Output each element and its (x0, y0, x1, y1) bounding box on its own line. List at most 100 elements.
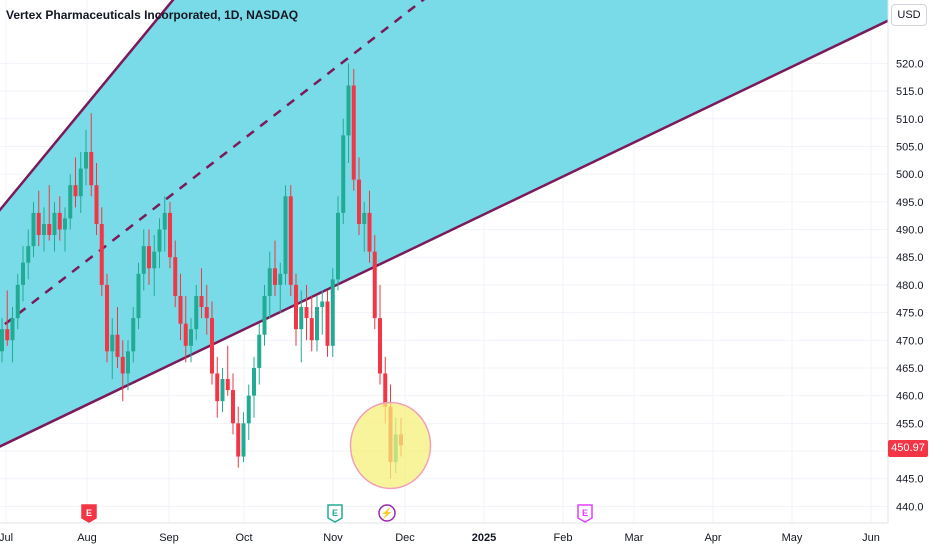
marker-shape (81, 504, 97, 523)
price-tick-label: 485.0 (896, 252, 924, 264)
candle-body (330, 279, 335, 346)
candle-body (210, 318, 214, 374)
candle-body (304, 307, 309, 319)
marker-shape (327, 504, 343, 523)
candle (367, 190, 372, 263)
candle-body (204, 307, 209, 319)
price-tick-label: 470.0 (896, 335, 924, 347)
candle (26, 229, 31, 280)
time-tick-label: Aug (77, 532, 97, 544)
candle-body (194, 295, 199, 330)
candle-body (94, 185, 99, 224)
candle-body (105, 284, 109, 352)
highlight-circle[interactable] (349, 401, 432, 490)
candle-body (10, 318, 15, 341)
candle (357, 157, 361, 236)
candle-body (367, 212, 372, 252)
candle-body (320, 301, 325, 308)
earnings-icon: E (327, 504, 343, 523)
candle (325, 290, 330, 357)
candle (189, 318, 193, 363)
time-tick-label: Jun (862, 532, 880, 544)
candle (31, 201, 36, 258)
candle (225, 345, 230, 396)
time-tick-label: Sep (159, 532, 179, 544)
candle-body (63, 218, 67, 230)
time-axis[interactable]: Jul Aug Sep Oct Nov Dec 2025 Feb Mar Apr May Jun (0, 522, 932, 550)
candle-body (325, 301, 330, 346)
candle-body (178, 295, 183, 324)
candle (168, 201, 172, 269)
candle (267, 251, 272, 319)
price-tick-label: 440.0 (896, 501, 924, 513)
time-tick-label: Apr (704, 532, 721, 544)
candle (183, 295, 188, 363)
candle (241, 412, 246, 463)
candle (5, 290, 10, 346)
candle (141, 229, 146, 291)
candle (199, 268, 204, 319)
candle-body (309, 318, 314, 341)
candle (362, 201, 367, 252)
candle (294, 273, 298, 346)
candle-body (52, 212, 57, 236)
time-axis-bg (0, 523, 932, 550)
candle-body (241, 423, 246, 457)
candle-body (372, 251, 377, 319)
candle-body (262, 295, 267, 335)
candle (194, 284, 199, 341)
candle (252, 356, 256, 418)
candle (246, 384, 251, 440)
last-price-label: 450.97 (888, 440, 928, 457)
parallel-channel[interactable] (0, 0, 895, 451)
candle (173, 240, 178, 308)
candle (351, 68, 356, 191)
price-tick-label: 465.0 (896, 363, 924, 375)
price-tick-label: 510.0 (896, 114, 924, 126)
candle (10, 307, 15, 363)
price-tick-label: 495.0 (896, 197, 924, 209)
candle-body (288, 196, 293, 285)
candle (63, 207, 67, 252)
candle (120, 340, 125, 402)
candle (73, 157, 78, 208)
candle-body (257, 334, 262, 368)
candle (372, 235, 377, 330)
candle-body (141, 246, 146, 274)
candle-body (110, 334, 115, 352)
price-tick-label: 515.0 (896, 86, 924, 98)
candle-body (84, 151, 88, 169)
candle-body (0, 329, 4, 352)
candle-body (220, 379, 225, 402)
candle-body (267, 268, 272, 296)
candle-body (362, 212, 367, 224)
candle-body (283, 196, 288, 274)
time-tick-label: Dec (395, 532, 415, 544)
time-tick-label: Mar (625, 532, 644, 544)
marker-label: E (332, 508, 338, 518)
price-tick-label: 520.0 (896, 58, 924, 70)
candle (94, 163, 99, 236)
candle-body (341, 135, 346, 213)
candle-body (68, 185, 73, 219)
earnings-icon: E (81, 504, 97, 523)
candle-body (31, 212, 36, 247)
candle-body (236, 423, 241, 457)
price-tick-label: 505.0 (896, 141, 924, 153)
candle (178, 273, 183, 341)
candle-body (215, 373, 220, 402)
price-tick-label: 490.0 (896, 225, 924, 237)
candle-body (157, 229, 162, 252)
channel-lower-line (0, 19, 888, 448)
price-axis[interactable]: 440.0445.0450.0455.0460.0465.0470.0475.0… (887, 0, 932, 550)
candle-body (346, 85, 351, 136)
candle (36, 190, 41, 247)
marker-shape (378, 504, 396, 522)
channel-upper-line (0, 0, 175, 212)
candle-body (162, 212, 167, 230)
currency-button[interactable]: USD (891, 4, 927, 26)
candle (78, 151, 83, 213)
time-tick-label: Jul (0, 532, 13, 544)
candle (157, 218, 162, 269)
